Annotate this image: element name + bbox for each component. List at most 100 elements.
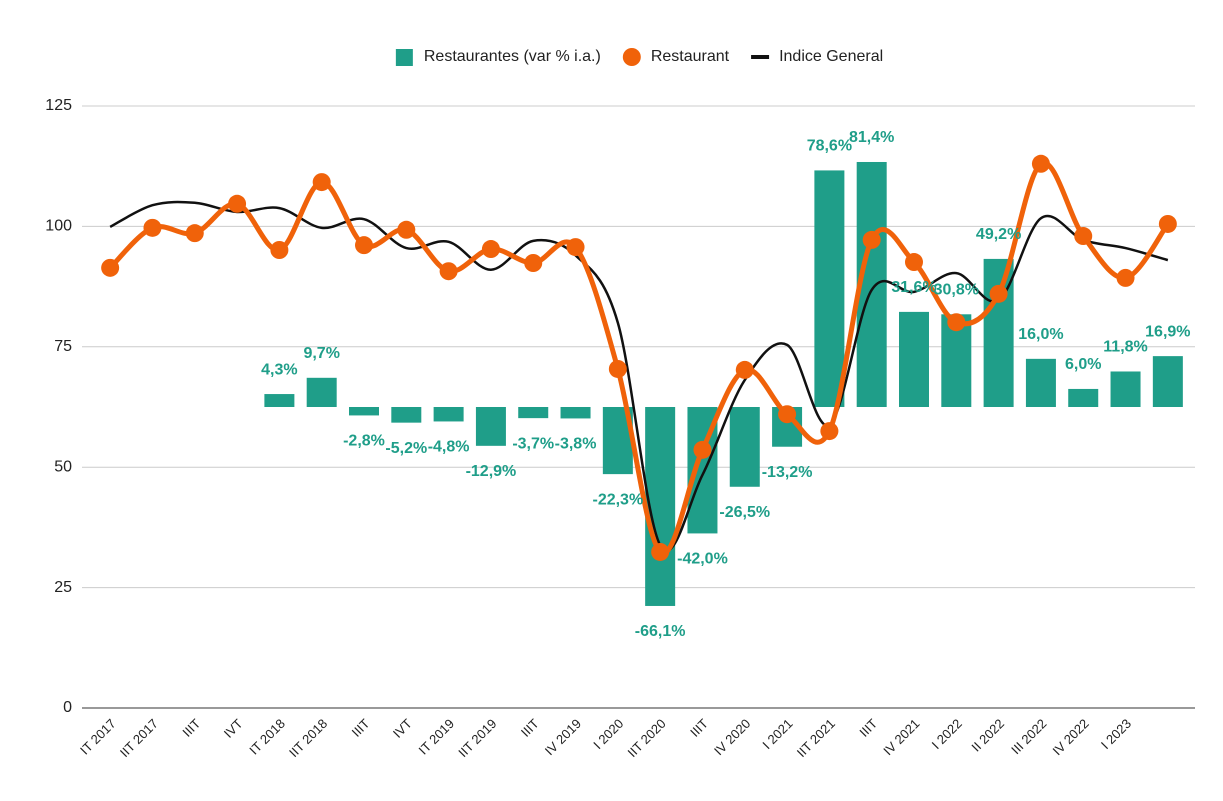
x-tick-label: IIT 2021 bbox=[794, 716, 838, 760]
marker bbox=[566, 238, 585, 257]
bar bbox=[1110, 371, 1141, 407]
data-label: 6,0% bbox=[1065, 356, 1101, 373]
marker bbox=[947, 313, 966, 332]
data-label: -42,0% bbox=[677, 551, 728, 568]
data-label: 49,2% bbox=[976, 226, 1021, 243]
data-label: 81,4% bbox=[849, 129, 894, 146]
x-tick-label: IIIT bbox=[518, 716, 542, 740]
bar bbox=[1068, 388, 1099, 407]
x-tick-label: I 2023 bbox=[1098, 716, 1134, 752]
marker bbox=[101, 258, 120, 277]
marker bbox=[228, 194, 247, 213]
marker bbox=[1074, 227, 1093, 246]
marker bbox=[778, 405, 797, 424]
y-tick-label: 50 bbox=[54, 458, 72, 475]
data-label: -5,2% bbox=[385, 440, 427, 457]
x-tick-label: IV 2020 bbox=[711, 716, 753, 758]
legend-swatch bbox=[395, 49, 413, 66]
data-label: -66,1% bbox=[635, 623, 686, 640]
bar bbox=[433, 407, 464, 422]
bar bbox=[814, 170, 845, 407]
marker bbox=[481, 240, 500, 259]
x-tick-label: IVT bbox=[221, 716, 246, 741]
data-label: 16,9% bbox=[1145, 323, 1190, 340]
data-label: -2,8% bbox=[343, 433, 385, 450]
data-label: 16,0% bbox=[1018, 326, 1063, 343]
x-tick-label: IV 2019 bbox=[542, 716, 584, 758]
bar bbox=[899, 311, 929, 407]
data-label: -22,3% bbox=[592, 491, 643, 508]
marker bbox=[693, 440, 712, 459]
data-label: -12,9% bbox=[466, 463, 517, 480]
legend-label: Indice General bbox=[779, 48, 883, 65]
data-label: -13,2% bbox=[762, 464, 813, 481]
bar bbox=[729, 407, 760, 487]
data-label: -4,8% bbox=[428, 439, 470, 456]
x-tick-label: IIT 2019 bbox=[455, 716, 499, 760]
data-label: -3,8% bbox=[555, 436, 597, 453]
marker bbox=[355, 236, 373, 255]
x-tick-label: IV 2022 bbox=[1049, 716, 1091, 758]
marker bbox=[989, 284, 1008, 303]
legend: Restaurantes (var % i.a.) Restaurant Indic… bbox=[395, 48, 883, 66]
marker bbox=[270, 240, 289, 259]
data-label: 9,7% bbox=[303, 345, 339, 362]
y-tick-label: 125 bbox=[45, 97, 72, 114]
x-tick-label: IIIT bbox=[349, 716, 373, 740]
data-label: 78,6% bbox=[807, 138, 852, 155]
y-tick-label: 100 bbox=[45, 218, 72, 235]
x-tick-label: IT 2018 bbox=[246, 716, 288, 758]
marker bbox=[862, 230, 881, 249]
marker bbox=[397, 220, 416, 239]
x-tick-label: I 2022 bbox=[929, 716, 965, 752]
x-tick-label: IT 2019 bbox=[416, 716, 458, 758]
x-tick-label: IIT 2018 bbox=[286, 716, 330, 760]
x-tick-label: I 2021 bbox=[759, 716, 795, 752]
bar bbox=[560, 407, 591, 419]
x-tick-label: I 2020 bbox=[590, 716, 626, 752]
x-tick-label: III 2022 bbox=[1008, 716, 1049, 757]
x-tick-label: IIIT bbox=[856, 716, 880, 740]
bar bbox=[306, 377, 337, 407]
marker bbox=[820, 422, 839, 441]
x-tick-label: IIIT bbox=[179, 716, 203, 740]
marker bbox=[608, 359, 627, 378]
data-label: -3,7% bbox=[512, 435, 554, 452]
bar bbox=[983, 258, 1014, 407]
x-tick-label: II 2022 bbox=[968, 716, 1007, 755]
data-label: 4,3% bbox=[261, 361, 297, 378]
bar bbox=[349, 407, 379, 416]
data-label: 30,8% bbox=[934, 282, 979, 299]
marker bbox=[143, 218, 162, 237]
marker bbox=[651, 542, 670, 561]
x-tick-label: IIIT bbox=[687, 716, 711, 740]
data-label: 31,6% bbox=[891, 279, 936, 296]
marker bbox=[1116, 268, 1135, 287]
marker bbox=[439, 262, 458, 281]
data-label: -26,5% bbox=[719, 504, 770, 521]
marker bbox=[1158, 214, 1177, 233]
marker bbox=[1031, 154, 1050, 173]
bar bbox=[475, 407, 506, 446]
legend-swatch bbox=[622, 48, 641, 66]
x-tick-label: IIT 2020 bbox=[625, 716, 669, 760]
marker bbox=[735, 360, 754, 379]
legend-label: Restaurant bbox=[651, 48, 730, 65]
y-tick-label: 0 bbox=[63, 699, 72, 716]
x-tick-label: IVT bbox=[390, 716, 415, 741]
bar bbox=[518, 407, 549, 419]
y-tick-label: 75 bbox=[54, 338, 72, 355]
data-label: 11,8% bbox=[1103, 339, 1147, 356]
legend-label: Restaurantes (var % i.a.) bbox=[424, 48, 601, 65]
x-tick-label: IIT 2017 bbox=[117, 716, 161, 760]
bar bbox=[1025, 358, 1056, 407]
bar bbox=[1152, 356, 1183, 407]
x-tick-label: IT 2017 bbox=[77, 716, 119, 758]
marker bbox=[312, 173, 331, 192]
marker bbox=[185, 224, 204, 243]
x-tick-label: IV 2021 bbox=[880, 716, 922, 758]
bar bbox=[391, 407, 422, 423]
marker bbox=[905, 253, 923, 272]
